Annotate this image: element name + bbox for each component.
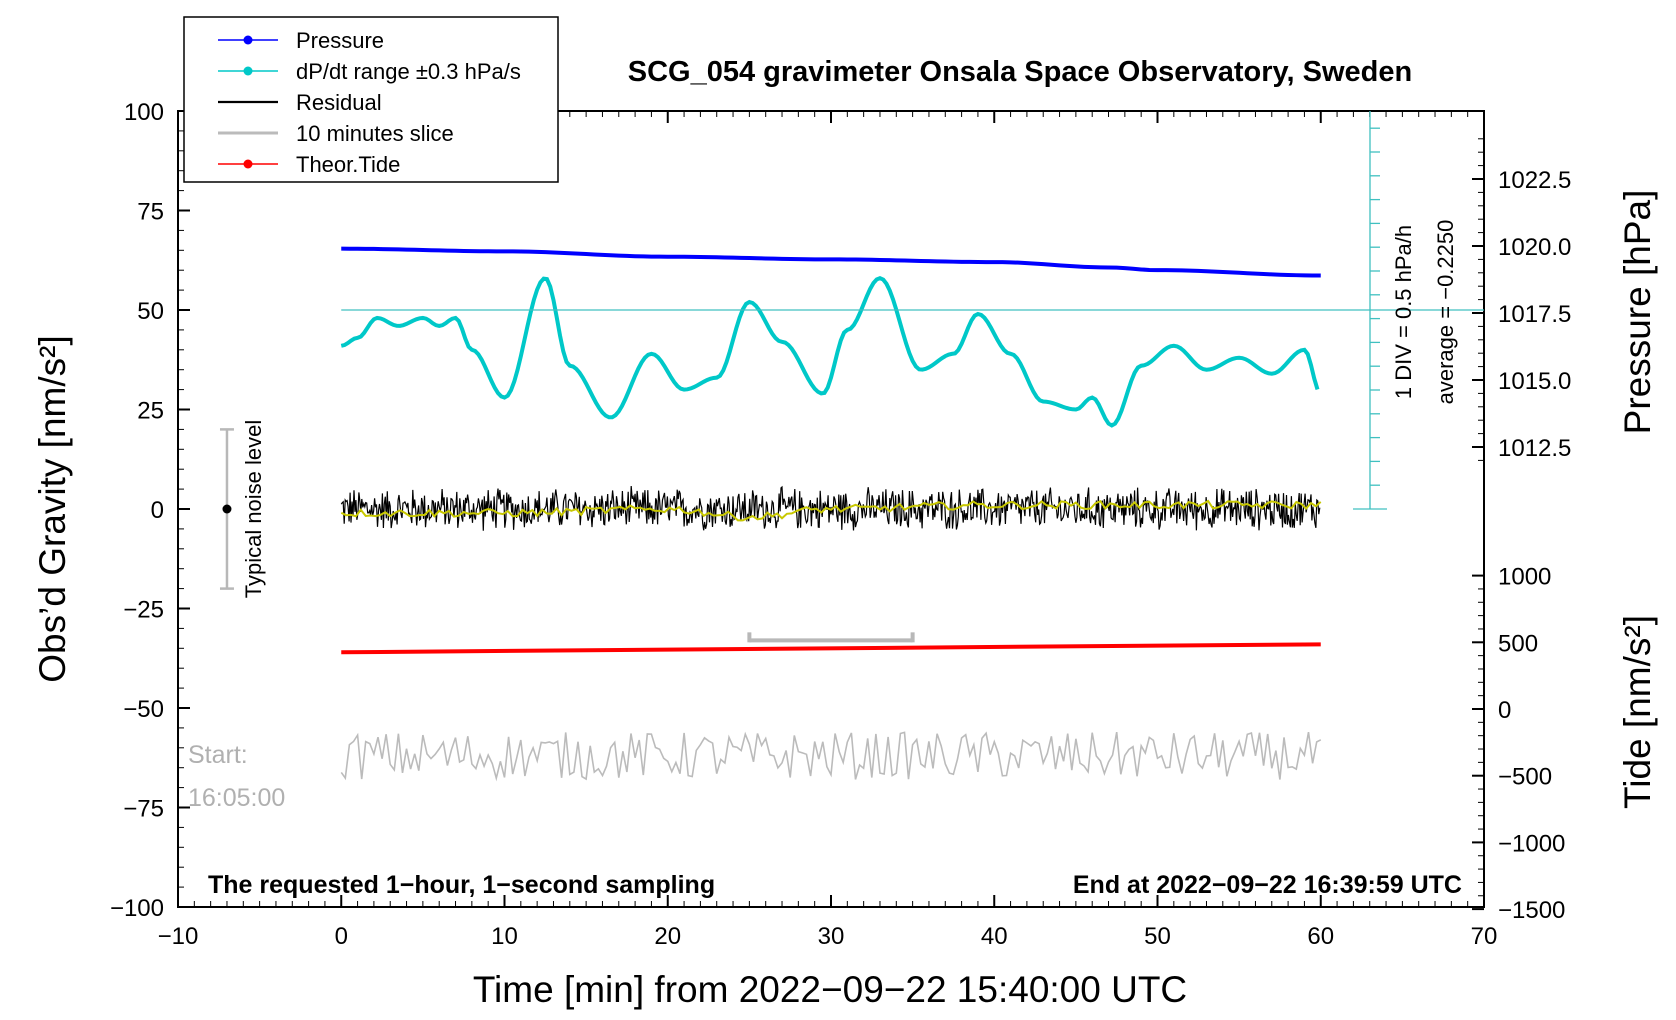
- x-tick-label: 0: [335, 923, 348, 950]
- tide-tick-label: 0: [1498, 697, 1511, 724]
- y-tick-label: 75: [137, 199, 164, 226]
- x-axis: −10 0 10 20 30 40 50 60 70: [158, 111, 1498, 950]
- y-tick-label: −25: [123, 597, 164, 624]
- tide-tick-label: 500: [1498, 630, 1538, 657]
- tide-tick-label: −1000: [1498, 830, 1565, 857]
- x-tick-label: −10: [158, 923, 199, 950]
- pressure-tick-label: 1017.5: [1498, 301, 1571, 328]
- legend-box: [183, 16, 559, 183]
- series-layer: [340, 246, 1484, 782]
- x-tick-label: 40: [981, 923, 1008, 950]
- x-tick-label: 60: [1307, 923, 1334, 950]
- x-tick-label: 30: [818, 923, 845, 950]
- pressure-axis-title: Pressure [hPa]: [1617, 190, 1658, 435]
- left-y-axis: 100 75 50 25 0 −25 −50 −75 −100: [110, 99, 190, 922]
- x-tick-label: 10: [491, 923, 518, 950]
- dpdt-scale: [1353, 111, 1387, 510]
- slice-line: [340, 731, 1322, 782]
- start-time: 16:05:00: [188, 784, 285, 812]
- x-tick-label: 20: [654, 923, 681, 950]
- x-tick-label: 70: [1471, 923, 1498, 950]
- tide-tick-label: −1500: [1498, 897, 1565, 924]
- pressure-tick-label: 1022.5: [1498, 167, 1571, 194]
- legend-item-label: dP/dt range ±0.3 hPa/s: [296, 59, 521, 84]
- chart-title: SCG_054 gravimeter Onsala Space Observat…: [628, 56, 1412, 88]
- legend-item-label: 10 minutes slice: [296, 121, 454, 146]
- start-label: Start:: [188, 741, 248, 769]
- noise-center-dot: [222, 504, 232, 514]
- y-tick-label: 25: [137, 398, 164, 425]
- legend-swatch-marker: [243, 35, 253, 45]
- dpdt-line: [340, 275, 1320, 428]
- residual-smoothed-line: [340, 499, 1322, 522]
- dpdt-div-label: 1 DIV = 0.5 hPa/h: [1391, 225, 1416, 399]
- pressure-tick-label: 1020.0: [1498, 234, 1571, 261]
- pressure-axis: 1022.5 1020.0 1017.5 1015.0 1012.5: [1472, 138, 1571, 462]
- legend-item-label: Pressure: [296, 28, 384, 53]
- left-y-axis-title: Obs’d Gravity [nm/s²]: [32, 335, 73, 682]
- pressure-tick-label: 1012.5: [1498, 435, 1571, 462]
- pressure-line: [341, 246, 1321, 278]
- y-tick-label: −100: [110, 895, 164, 922]
- y-tick-label: 50: [137, 298, 164, 325]
- pressure-tick-label: 1015.0: [1498, 368, 1571, 395]
- sampling-note: The requested 1−hour, 1−second sampling: [208, 871, 715, 899]
- end-time-note: End at 2022−09−22 16:39:59 UTC: [1073, 871, 1462, 899]
- y-tick-label: −75: [123, 796, 164, 823]
- tide-axis-title: Tide [nm/s²]: [1617, 615, 1658, 809]
- legend-item-label: Theor.Tide: [296, 152, 400, 177]
- noise-indicator: [219, 428, 234, 590]
- y-tick-label: 100: [124, 99, 164, 126]
- legend-item-label: Residual: [296, 90, 382, 115]
- y-tick-label: 0: [151, 497, 164, 524]
- noise-level-label: Typical noise level: [241, 420, 266, 599]
- legend-swatch-marker: [243, 159, 253, 169]
- tide-tick-label: −500: [1498, 764, 1552, 791]
- tide-tick-label: 1000: [1498, 564, 1551, 591]
- legend: Pressure dP/dt range ±0.3 hPa/s Residual 10…: [183, 16, 559, 183]
- tide-line: [341, 642, 1321, 655]
- y-tick-label: −50: [123, 696, 164, 723]
- tide-axis: 1000 500 0 −500 −1000 −1500: [1472, 564, 1565, 924]
- x-tick-label: 50: [1144, 923, 1171, 950]
- x-axis-title: Time [min] from 2022−09−22 15:40:00 UTC: [473, 969, 1187, 1010]
- legend-swatch-marker: [243, 66, 253, 76]
- dpdt-average-label: average = −0.2250: [1433, 220, 1458, 405]
